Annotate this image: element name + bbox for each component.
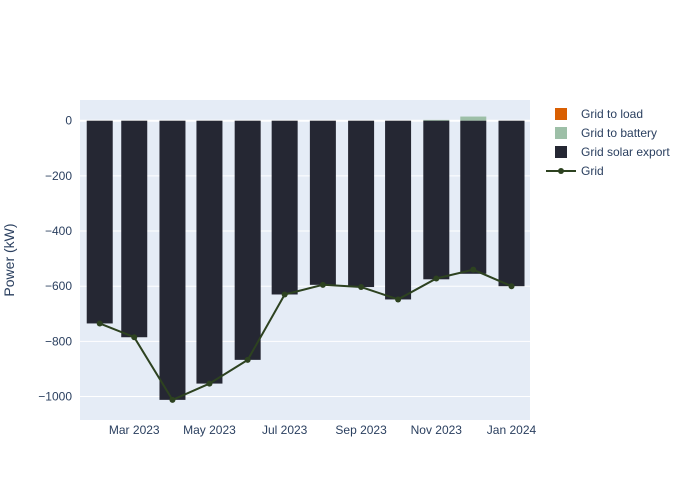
bar-grid-solar-export xyxy=(423,120,450,280)
bar-grid-solar-export xyxy=(86,120,113,324)
grid-line-point xyxy=(395,296,402,303)
bar-grid-to-battery xyxy=(423,119,450,121)
grid-line-point xyxy=(508,283,515,290)
grid-line-path xyxy=(99,268,512,402)
bar-grid-solar-export xyxy=(460,120,487,274)
legend-label-grid: Grid xyxy=(581,164,604,178)
y-gridlines xyxy=(80,119,530,398)
bar-grid-solar-export xyxy=(348,120,375,288)
bar-grid-solar-export xyxy=(196,120,223,384)
x-tick-labels: Mar 2023 May 2023 Jul 2023 Sep 2023 Nov 2023… xyxy=(109,423,537,437)
grid-line-point xyxy=(169,396,176,403)
bars xyxy=(86,116,525,400)
legend-marker-grid xyxy=(558,168,564,174)
y-tick-label: −800 xyxy=(45,334,72,348)
y-tick-labels: 0 −200 −400 −600 −800 −1000 xyxy=(38,114,72,404)
grid-line-point xyxy=(470,266,477,273)
y-tick-label: −600 xyxy=(45,279,72,293)
grid-line-point xyxy=(96,320,103,327)
x-tick-label: Mar 2023 xyxy=(109,423,160,437)
bar-grid-solar-export xyxy=(309,120,336,285)
legend-swatch-grid-to-battery xyxy=(555,127,567,139)
x-tick-label: Nov 2023 xyxy=(411,423,463,437)
y-tick-label: −400 xyxy=(45,224,72,238)
grid-line-point xyxy=(319,281,326,288)
x-tick-label: Sep 2023 xyxy=(335,423,387,437)
y-axis-title: Power (kW) xyxy=(1,223,17,296)
x-tick-label: May 2023 xyxy=(183,423,236,437)
grid-line-point xyxy=(358,284,365,291)
y-tick-label: 0 xyxy=(65,114,72,128)
bar-grid-solar-export xyxy=(385,120,412,300)
legend-swatch-grid-solar-export xyxy=(555,146,567,158)
legend-label-grid-to-load: Grid to load xyxy=(581,107,643,121)
grid-line-point xyxy=(206,380,213,387)
bar-grid-solar-export xyxy=(234,120,261,360)
legend-label-grid-solar-export: Grid solar export xyxy=(581,145,670,159)
legend-label-grid-to-battery: Grid to battery xyxy=(581,126,657,140)
x-tick-label: Jul 2023 xyxy=(262,423,308,437)
bar-grid-solar-export xyxy=(271,120,298,295)
grid-line-point xyxy=(433,275,440,282)
grid-line-point xyxy=(131,334,138,341)
legend: Grid to load Grid to battery Grid solar ex… xyxy=(546,107,670,178)
y-tick-label: −200 xyxy=(45,169,72,183)
grid-line-point xyxy=(244,356,251,363)
bar-grid-solar-export xyxy=(498,120,525,287)
plot-background xyxy=(80,100,530,420)
bar-grid-solar-export xyxy=(159,120,186,400)
grid-line-point xyxy=(281,291,288,298)
bar-grid-to-battery xyxy=(460,116,487,121)
x-tick-label: Jan 2024 xyxy=(487,423,537,437)
legend-swatch-grid-to-load xyxy=(555,108,567,120)
y-tick-label: −1000 xyxy=(38,390,72,404)
grid-line-series xyxy=(96,266,515,403)
bar-grid-solar-export xyxy=(121,120,148,338)
